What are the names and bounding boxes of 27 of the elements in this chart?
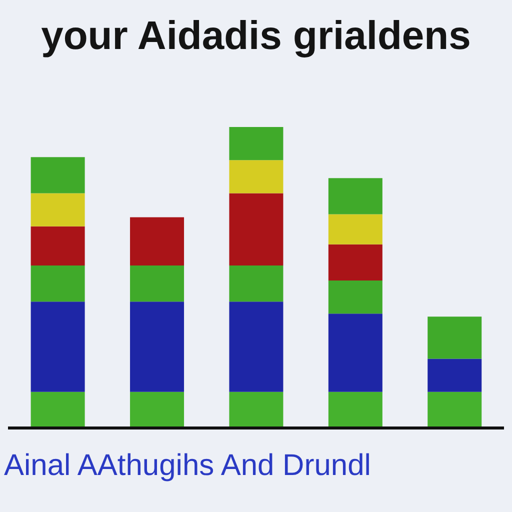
bar xyxy=(130,265,184,302)
bar xyxy=(428,316,482,359)
bar xyxy=(328,280,382,314)
bar xyxy=(30,302,85,392)
bar xyxy=(328,178,382,214)
bar xyxy=(30,226,85,266)
bar xyxy=(229,193,284,266)
bar xyxy=(328,314,382,392)
chart-title: your Aidadis grialdens xyxy=(40,13,472,60)
bar xyxy=(130,302,184,392)
bar xyxy=(229,392,284,428)
bar xyxy=(328,214,382,244)
x-axis-title: Ainal AAthugihs And Drundl xyxy=(4,448,371,484)
bar xyxy=(130,392,184,428)
bar xyxy=(30,392,85,428)
bar xyxy=(229,160,284,194)
bar xyxy=(229,302,284,392)
bar xyxy=(328,392,382,428)
bar xyxy=(30,265,85,302)
bar xyxy=(130,217,184,266)
bar xyxy=(328,244,382,281)
bar xyxy=(428,358,482,392)
bar xyxy=(229,127,284,160)
bar xyxy=(30,157,85,194)
bar xyxy=(229,265,284,302)
bar xyxy=(30,193,85,226)
bar xyxy=(428,392,482,428)
